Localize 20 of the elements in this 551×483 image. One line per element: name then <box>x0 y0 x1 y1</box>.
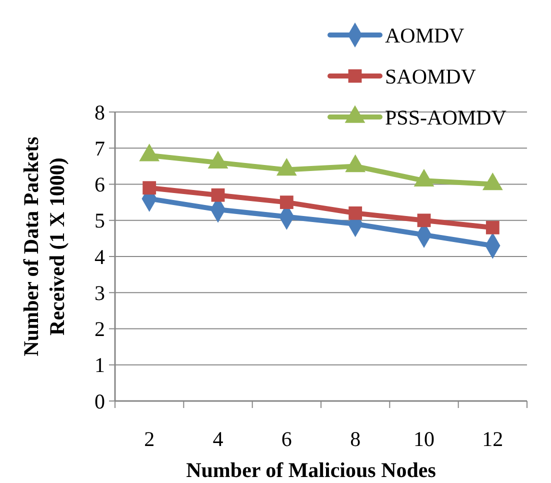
x-axis-title: Number of Malicious Nodes <box>186 458 436 482</box>
y-tick-label: 5 <box>94 208 105 233</box>
y-axis-title: Number of Data Packets Received (1 X 1000) <box>19 136 69 356</box>
x-tick-label: 2 <box>144 427 155 451</box>
legend-label: AOMDV <box>385 23 464 48</box>
x-tick-label: 4 <box>212 427 224 451</box>
y-tick-label: 7 <box>94 136 105 160</box>
y-tick-label: 3 <box>94 280 105 305</box>
x-tick-label: 6 <box>281 427 292 451</box>
y-tick-label: 6 <box>94 172 105 197</box>
y-tick-label: 1 <box>94 353 105 378</box>
y-tick-label: 4 <box>94 244 106 269</box>
x-tick-label: 12 <box>482 427 504 451</box>
legend-label: PSS-AOMDV <box>385 105 506 130</box>
x-tick-label: 10 <box>414 427 434 451</box>
y-tick-label: 0 <box>94 389 105 414</box>
y-tick-label: 2 <box>94 317 105 342</box>
y-tick-label: 8 <box>94 100 105 124</box>
legend-label: SAOMDV <box>385 64 476 88</box>
x-tick-label: 8 <box>350 427 361 451</box>
